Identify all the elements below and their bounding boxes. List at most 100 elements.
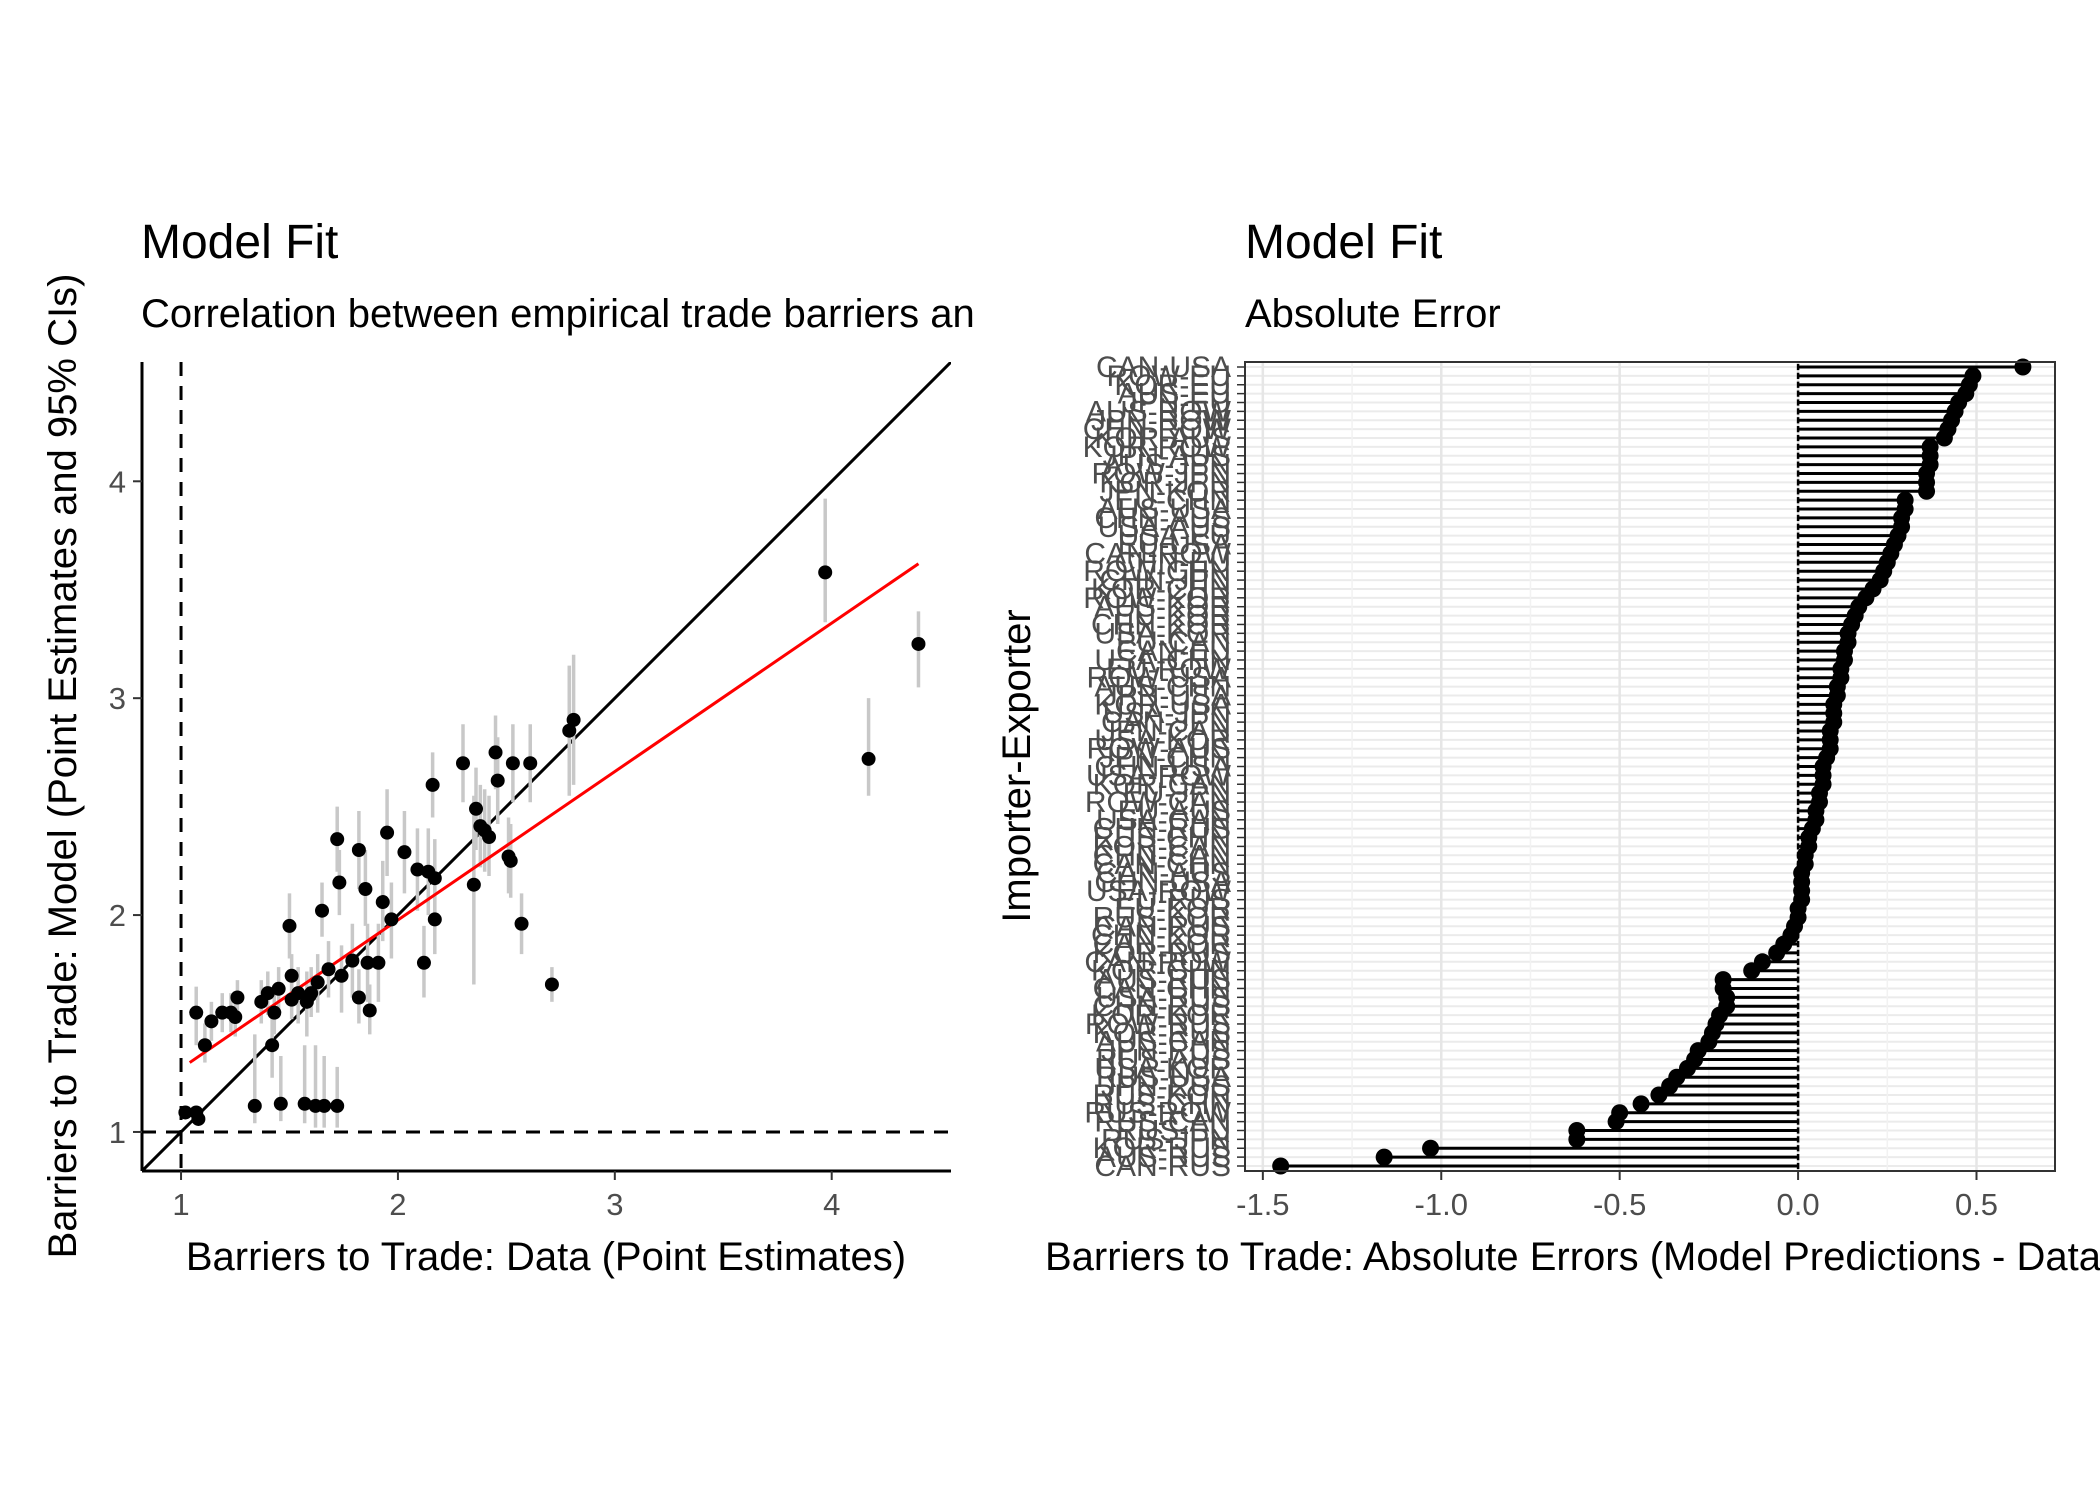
y-tick-label: AUS-CAN [1096, 1026, 1231, 1059]
y-tick-label: USA-EU [1118, 520, 1231, 553]
data-point [330, 1098, 345, 1113]
data-point [416, 955, 431, 970]
data-point [284, 968, 299, 983]
y-tick-label: AUS-CHN [1094, 671, 1231, 704]
y-tick-label: KOR-CAN [1093, 830, 1231, 863]
y-tick-label: JPN-EU [1123, 387, 1231, 420]
data-point [427, 912, 442, 927]
data-point [345, 953, 360, 968]
y-tick-label: RUS-KOR [1093, 1079, 1231, 1112]
lollipop-dot [1650, 1086, 1668, 1104]
right-x-axis-label: Barriers to Trade: Absolute Errors (Mode… [1045, 1235, 2100, 1279]
left-plot-area [142, 362, 951, 1171]
data-point [562, 723, 577, 738]
right-y-tick-labels: CAN-USAROW-EUKOR-EUAUS-EUJPN-EUAUS-ROWJP… [1083, 351, 1245, 1183]
y-tick-label: AUS-KOR [1094, 591, 1231, 624]
data-point [514, 916, 529, 931]
data-point [271, 981, 286, 996]
y-tick-label: ROW-EU [1107, 360, 1231, 393]
y-tick-label: JPN-AUS [1103, 440, 1231, 473]
y-tick-label: RUS-EU [1116, 1114, 1231, 1147]
data-point [351, 843, 366, 858]
data-point [267, 1005, 282, 1020]
y-tick-label: CHN-USA [1094, 866, 1231, 899]
data-point [317, 1098, 332, 1113]
y-tick-label: JPN-KOR [1099, 475, 1231, 508]
left-chart-subtitle: Correlation between empirical trade barr… [141, 292, 1299, 336]
data-point [297, 1096, 312, 1111]
y-tick-label: EU-USA [1118, 529, 1231, 562]
y-tick-label: USA-AUS [1098, 511, 1231, 544]
y-tick-label: CHN-RUS [1093, 990, 1231, 1023]
y-tick-label: EU-AUS [1118, 795, 1231, 828]
y-tick-label: CAN-RUS [1094, 910, 1231, 943]
y-tick-label: JPN-CAN [1101, 715, 1231, 748]
y-tick-label: KOR-CHN [1091, 955, 1231, 988]
data-point [360, 955, 375, 970]
data-point [371, 955, 386, 970]
data-point [230, 990, 245, 1005]
y-tick-label: USA-RUS [1096, 981, 1231, 1014]
y-tick-label: ROW-CHN [1083, 555, 1231, 588]
y-tick-label: ROW-KOR [1083, 582, 1231, 615]
y-tick-label: AUS-EU [1118, 378, 1231, 411]
right-chart-subtitle: Absolute Error [1245, 292, 1501, 336]
y-tick-label: CAN-ROW [1084, 537, 1231, 570]
data-point [273, 1096, 288, 1111]
y-tick-label: AUS-RUS [1096, 1141, 1231, 1174]
y-tick-label: CAN-RUS [1094, 1150, 1231, 1183]
y-tick-label: CHN-JPN [1099, 564, 1231, 597]
y-tick-label: USA-CAN [1096, 804, 1231, 837]
data-point [189, 1005, 204, 1020]
y-tick-label: RUS-CHN [1093, 822, 1231, 855]
y-tick-label: USA-CHN [1094, 644, 1231, 677]
data-point [332, 875, 347, 890]
data-point [911, 636, 926, 651]
data-point [397, 845, 412, 860]
data-point [466, 877, 481, 892]
y-tick-label: CAN-ROW [1084, 946, 1231, 979]
y-tick-label: RUS-USA [1096, 1061, 1231, 1094]
y-tick-label: 1 [109, 1115, 126, 1150]
data-point [304, 986, 319, 1001]
y-tick-label: KOR-RUS [1093, 1017, 1231, 1050]
data-point [488, 745, 503, 760]
y-tick-label: CAN-EU [1116, 635, 1231, 668]
y-tick-label: ROW-AUS [1087, 733, 1231, 766]
data-point [265, 1038, 280, 1053]
data-point [330, 832, 345, 847]
lollipop-dot [1375, 1148, 1393, 1166]
data-point [566, 712, 581, 727]
y-tick-label: EU-JPN [1123, 777, 1231, 810]
lollipop-panel: Model Fit Absolute Error -1.5 -1.0 -0.5 0.0… [995, 216, 2100, 1279]
identity-line [142, 362, 951, 1171]
data-point [490, 773, 505, 788]
y-tick-label: RUS-ROW [1084, 1097, 1231, 1130]
data-point [384, 912, 399, 927]
data-point [321, 962, 336, 977]
lollipop-dot [1935, 429, 1953, 447]
left-x-ticks: 1 2 3 4 [172, 1171, 840, 1222]
data-point [315, 903, 330, 918]
regression-fit-line [188, 562, 920, 1064]
y-tick-label: KOR-JPN [1099, 466, 1231, 499]
x-tick-label: 0.5 [1955, 1187, 1998, 1222]
y-tick-label: JPN-CHN [1099, 742, 1231, 775]
data-point [425, 777, 440, 792]
y-tick-label: JPN-RUS [1101, 1035, 1231, 1068]
data-point [351, 990, 366, 1005]
lollipop-dot [1768, 944, 1786, 962]
y-tick-label: CHN-AUS [1094, 502, 1231, 535]
data-point [310, 975, 325, 990]
y-tick-label: KOR-EU [1114, 369, 1231, 402]
y-tick-label: CHN-ROW [1083, 413, 1232, 446]
right-y-axis-label: Importer-Exporter [995, 609, 1039, 922]
y-tick-label: ROW-USA [1087, 662, 1231, 695]
data-point [375, 895, 390, 910]
y-tick-label: CAN-CHN [1093, 848, 1231, 881]
y-tick-label: AUS-ROW [1086, 395, 1232, 428]
scatter-panel: Model Fit Correlation between empirical … [41, 216, 1299, 1279]
y-tick-label: USA-ROW [1086, 875, 1232, 908]
lollipop-dot [1632, 1095, 1650, 1113]
x-tick-label: 2 [389, 1187, 406, 1222]
